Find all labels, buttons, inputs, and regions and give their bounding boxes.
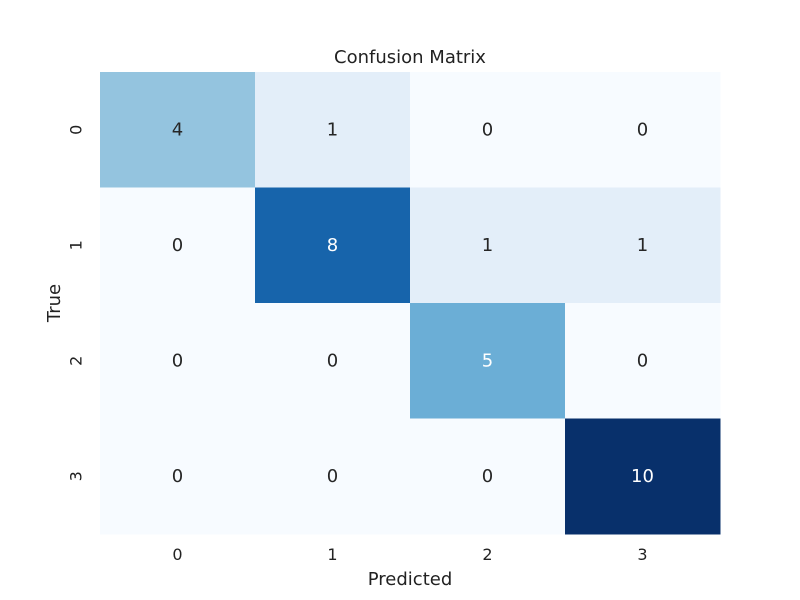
heatmap-cell-value-r1-c0: 0 xyxy=(172,235,183,256)
heatmap-cell-value-r3-c3: 10 xyxy=(631,466,654,487)
heatmap-cell-r2-c0 xyxy=(100,303,256,419)
heatmap-cell-value-r3-c2: 0 xyxy=(482,466,493,487)
heatmap-cell-value-r2-c1: 0 xyxy=(327,350,338,371)
heatmap-cell-r1-c3 xyxy=(565,187,721,304)
x-axis-ticks: 0 1 2 3 xyxy=(172,545,647,564)
heatmap-cell-r0-c3 xyxy=(565,72,721,188)
heatmap-cell-r0-c0 xyxy=(100,72,256,188)
heatmap-cell-value-r2-c3: 0 xyxy=(637,350,648,371)
heatmap-cell-value-r3-c1: 0 xyxy=(327,466,338,487)
heatmap-cell-r0-c1 xyxy=(255,72,411,188)
heatmap-cell-value-r0-c1: 1 xyxy=(327,119,338,140)
heatmap-cell-r1-c2 xyxy=(410,187,566,304)
heatmap-cell-r2-c3 xyxy=(565,303,721,419)
heatmap-cell-r0-c2 xyxy=(410,72,566,188)
x-tick-label-3: 3 xyxy=(637,545,647,564)
heatmap-cell-r1-c1 xyxy=(255,187,411,304)
x-axis-label: Predicted xyxy=(368,569,453,590)
heatmap-cell-r3-c1 xyxy=(255,418,411,535)
heatmap-cell-value-r0-c0: 4 xyxy=(172,119,183,140)
x-tick-label-2: 2 xyxy=(482,545,492,564)
x-tick-label-1: 1 xyxy=(327,545,337,564)
heatmap-cell-r1-c0 xyxy=(100,187,256,304)
heatmap-cell-labels: 4 1 0 00 8 1 10 0 5 00 0 0 10 xyxy=(172,119,654,487)
x-tick-label-0: 0 xyxy=(172,545,182,564)
heatmap-cell-r2-c1 xyxy=(255,303,411,419)
heatmap-cell-value-r2-c2: 5 xyxy=(482,350,493,371)
heatmap-cell-value-r1-c1: 8 xyxy=(327,235,338,256)
heatmap-cell-r3-c0 xyxy=(100,418,256,535)
y-axis-ticks: 0 1 2 3 xyxy=(67,125,86,482)
heatmap-cell-value-r1-c2: 1 xyxy=(482,235,493,256)
y-tick-label-3: 3 xyxy=(67,471,86,481)
chart-title: Confusion Matrix xyxy=(334,47,486,68)
y-tick-label-1: 1 xyxy=(67,240,86,250)
heatmap-cells xyxy=(100,72,721,535)
heatmap-cell-value-r1-c3: 1 xyxy=(637,235,648,256)
heatmap-cell-value-r2-c0: 0 xyxy=(172,350,183,371)
y-tick-label-2: 2 xyxy=(67,356,86,366)
heatmap-cell-value-r0-c3: 0 xyxy=(637,119,648,140)
heatmap-cell-r3-c2 xyxy=(410,418,566,535)
heatmap-cell-value-r0-c2: 0 xyxy=(482,119,493,140)
heatmap-cell-value-r3-c0: 0 xyxy=(172,466,183,487)
y-axis-label: True xyxy=(44,284,65,323)
heatmap-cell-r3-c3 xyxy=(565,418,721,535)
heatmap-cell-r2-c2 xyxy=(410,303,566,419)
y-tick-label-0: 0 xyxy=(67,125,86,135)
